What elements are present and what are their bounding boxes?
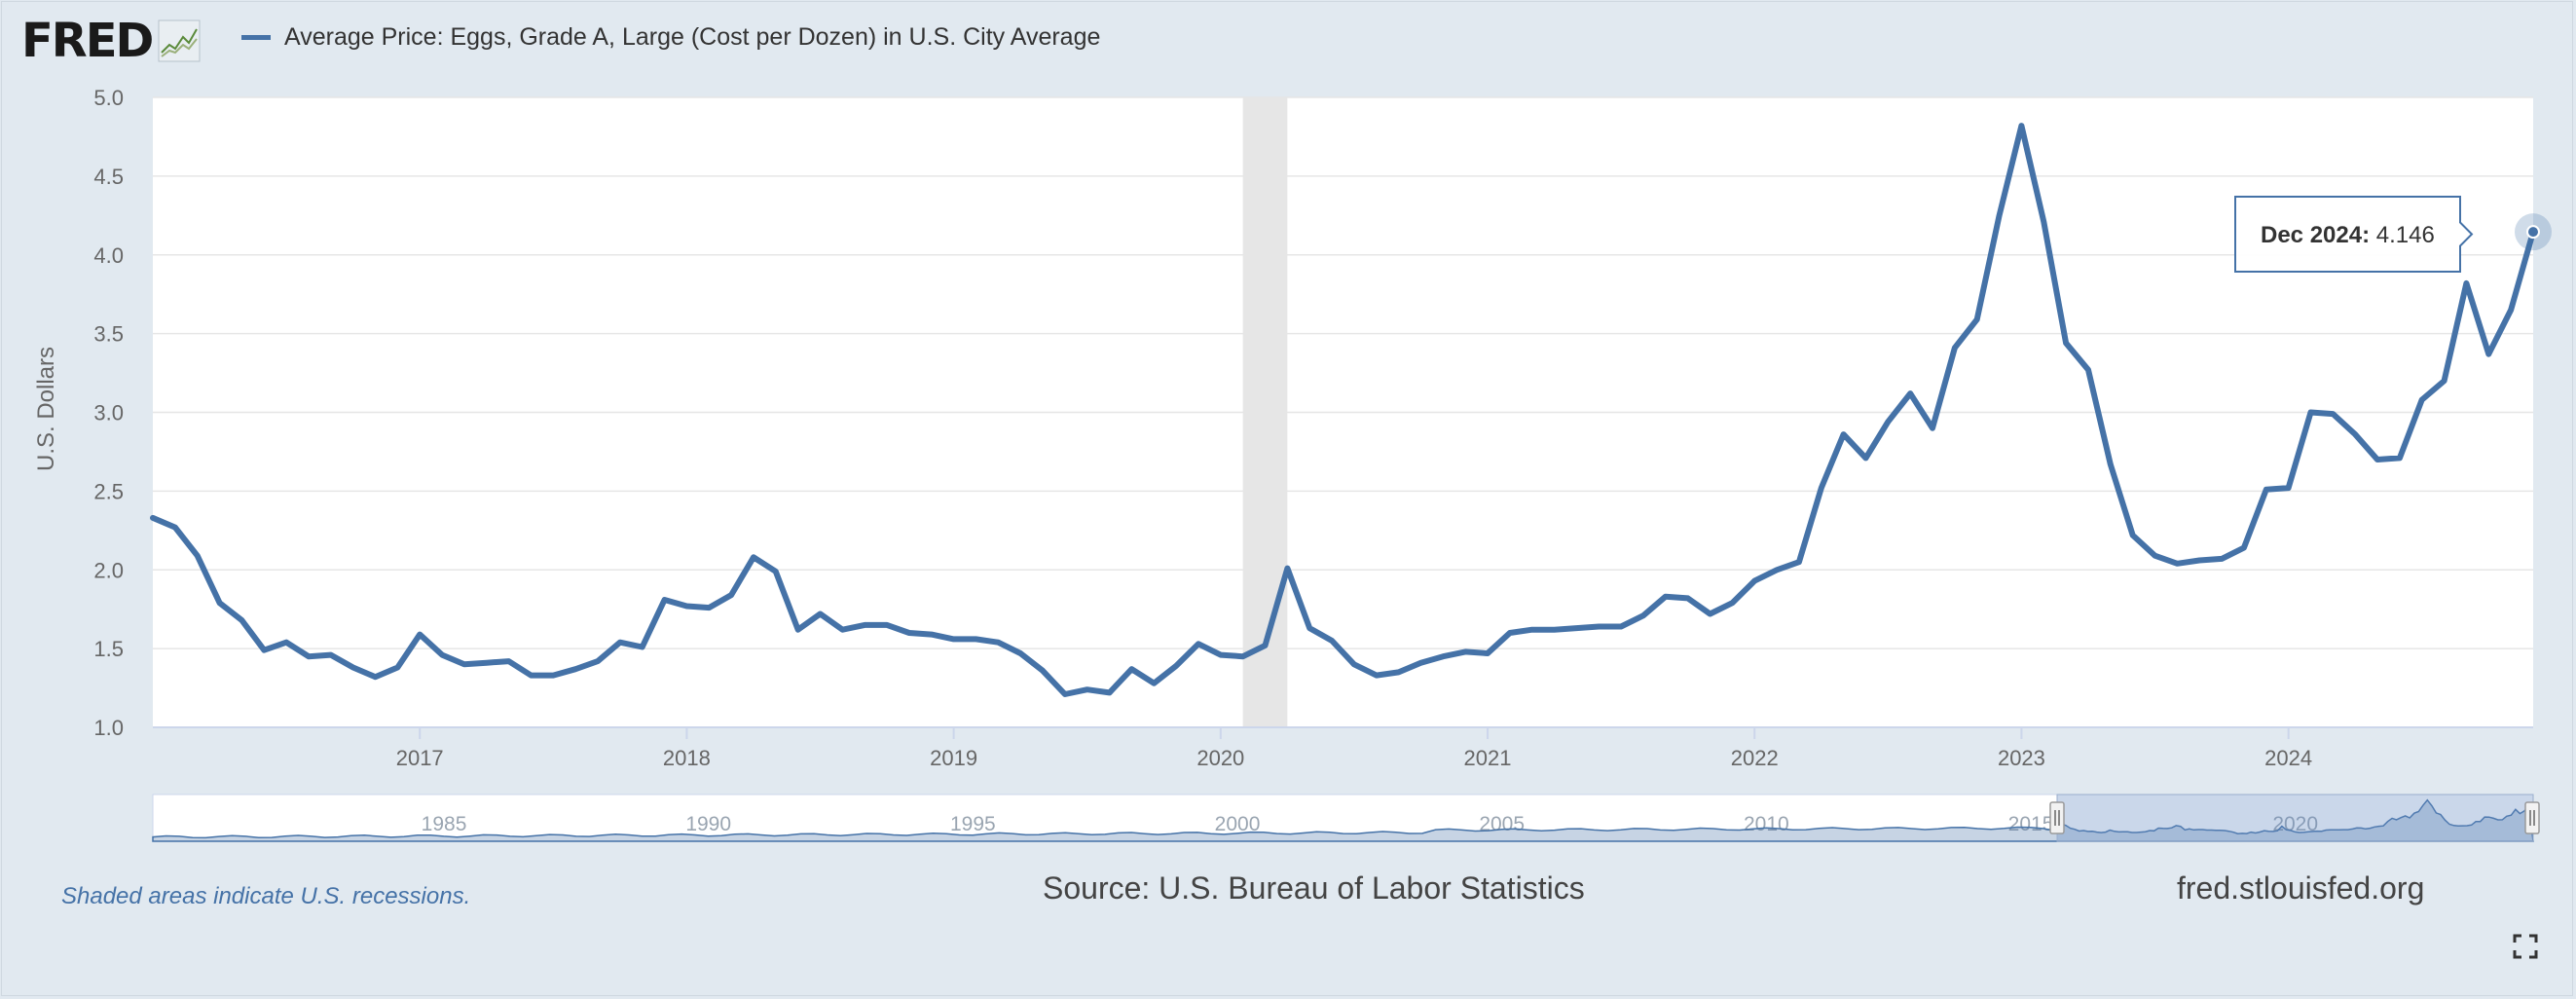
legend-label: Average Price: Eggs, Grade A, Large (Cos… bbox=[284, 23, 1101, 51]
fullscreen-icon[interactable] bbox=[2513, 934, 2538, 959]
x-tick-label: 2019 bbox=[930, 746, 977, 770]
navigator-tick-label: 1990 bbox=[685, 813, 731, 835]
recession-note: Shaded areas indicate U.S. recessions. bbox=[61, 883, 471, 909]
y-tick-label: 1.0 bbox=[93, 716, 124, 740]
series-line[interactable] bbox=[150, 123, 2536, 697]
line-chart[interactable]: 1.0 1.5 2.0 2.5 3.0 3.5 4.0 4.5 5.0 2017 2018 2019 2… bbox=[0, 0, 2576, 857]
legend-swatch bbox=[241, 35, 271, 40]
x-tick-label: 2020 bbox=[1196, 746, 1244, 770]
y-tick-label: 5.0 bbox=[93, 86, 124, 110]
navigator-handle-left[interactable] bbox=[2049, 801, 2065, 834]
source-label: Source: U.S. Bureau of Labor Statistics bbox=[1043, 870, 1585, 906]
y-tick-label: 1.5 bbox=[93, 637, 124, 661]
hover-point[interactable] bbox=[2526, 225, 2540, 240]
logo-text: FRED bbox=[21, 14, 154, 68]
navigator-selection[interactable] bbox=[2056, 794, 2534, 842]
tooltip-value: 4.146 bbox=[2370, 222, 2435, 248]
tooltip-box bbox=[2234, 196, 2474, 273]
y-tick-label: 3.5 bbox=[93, 322, 124, 347]
x-tick-label: 2024 bbox=[2264, 746, 2312, 770]
chart-legend[interactable]: Average Price: Eggs, Grade A, Large (Cos… bbox=[241, 23, 1100, 52]
navigator-handle-right[interactable] bbox=[2524, 801, 2540, 834]
fred-chart-icon bbox=[158, 19, 201, 62]
tooltip-text: Dec 2024: 4.146 bbox=[2261, 222, 2435, 248]
navigator-tick-label: 1985 bbox=[422, 813, 467, 835]
fred-logo[interactable]: FRED bbox=[21, 14, 201, 68]
x-tick-label: 2018 bbox=[663, 746, 711, 770]
x-tick-label: 2022 bbox=[1731, 746, 1779, 770]
y-tick-label: 3.0 bbox=[93, 401, 124, 426]
y-tick-label: 4.0 bbox=[93, 243, 124, 268]
x-tick-label: 2023 bbox=[1998, 746, 2045, 770]
x-tick-label: 2017 bbox=[396, 746, 444, 770]
navigator-tick-label: 2020 bbox=[2272, 813, 2318, 835]
navigator-tick-label: 2000 bbox=[1215, 813, 1261, 835]
x-tick-label: 2021 bbox=[1464, 746, 1512, 770]
y-tick-label: 4.5 bbox=[93, 165, 124, 189]
navigator-series bbox=[152, 798, 2534, 842]
navigator-tick-label: 2010 bbox=[1744, 813, 1789, 835]
navigator-tick-label: 1995 bbox=[950, 813, 996, 835]
y-tick-label: 2.5 bbox=[93, 479, 124, 503]
y-tick-label: 2.0 bbox=[93, 558, 124, 582]
site-link[interactable]: fred.stlouisfed.org bbox=[2177, 870, 2425, 906]
tooltip-date: Dec 2024: bbox=[2261, 222, 2370, 248]
navigator-tick-label: 2015 bbox=[2008, 813, 2054, 835]
